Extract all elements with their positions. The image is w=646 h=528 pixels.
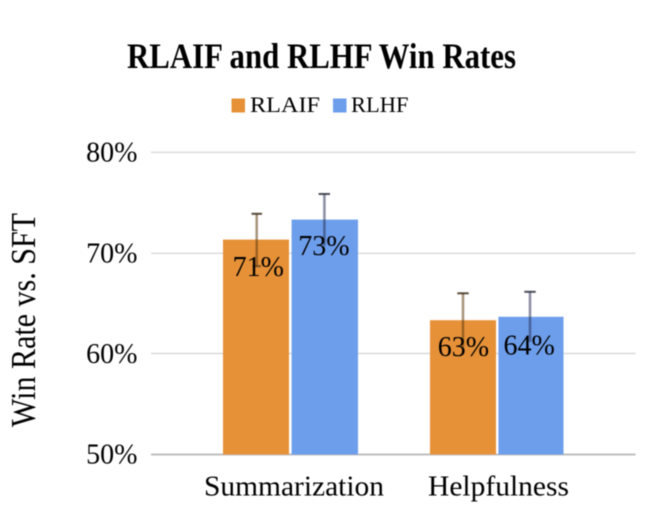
svg-text:70%: 70%	[86, 239, 137, 270]
svg-text:71%: 71%	[233, 252, 284, 283]
svg-text:64%: 64%	[504, 330, 555, 361]
svg-text:RLAIF and RLHF Win Rates: RLAIF and RLHF Win Rates	[127, 36, 516, 76]
svg-text:60%: 60%	[86, 339, 137, 370]
svg-text:73%: 73%	[298, 231, 349, 262]
svg-text:50%: 50%	[86, 439, 137, 470]
svg-text:Summarization: Summarization	[204, 471, 385, 503]
svg-text:80%: 80%	[86, 138, 137, 169]
svg-text:63%: 63%	[438, 332, 489, 363]
svg-text:Helpfulness: Helpfulness	[428, 471, 569, 503]
svg-text:RLHF: RLHF	[351, 92, 409, 117]
svg-text:Win Rate vs. SFT: Win Rate vs. SFT	[4, 213, 43, 427]
svg-text:RLAIF: RLAIF	[250, 92, 320, 117]
